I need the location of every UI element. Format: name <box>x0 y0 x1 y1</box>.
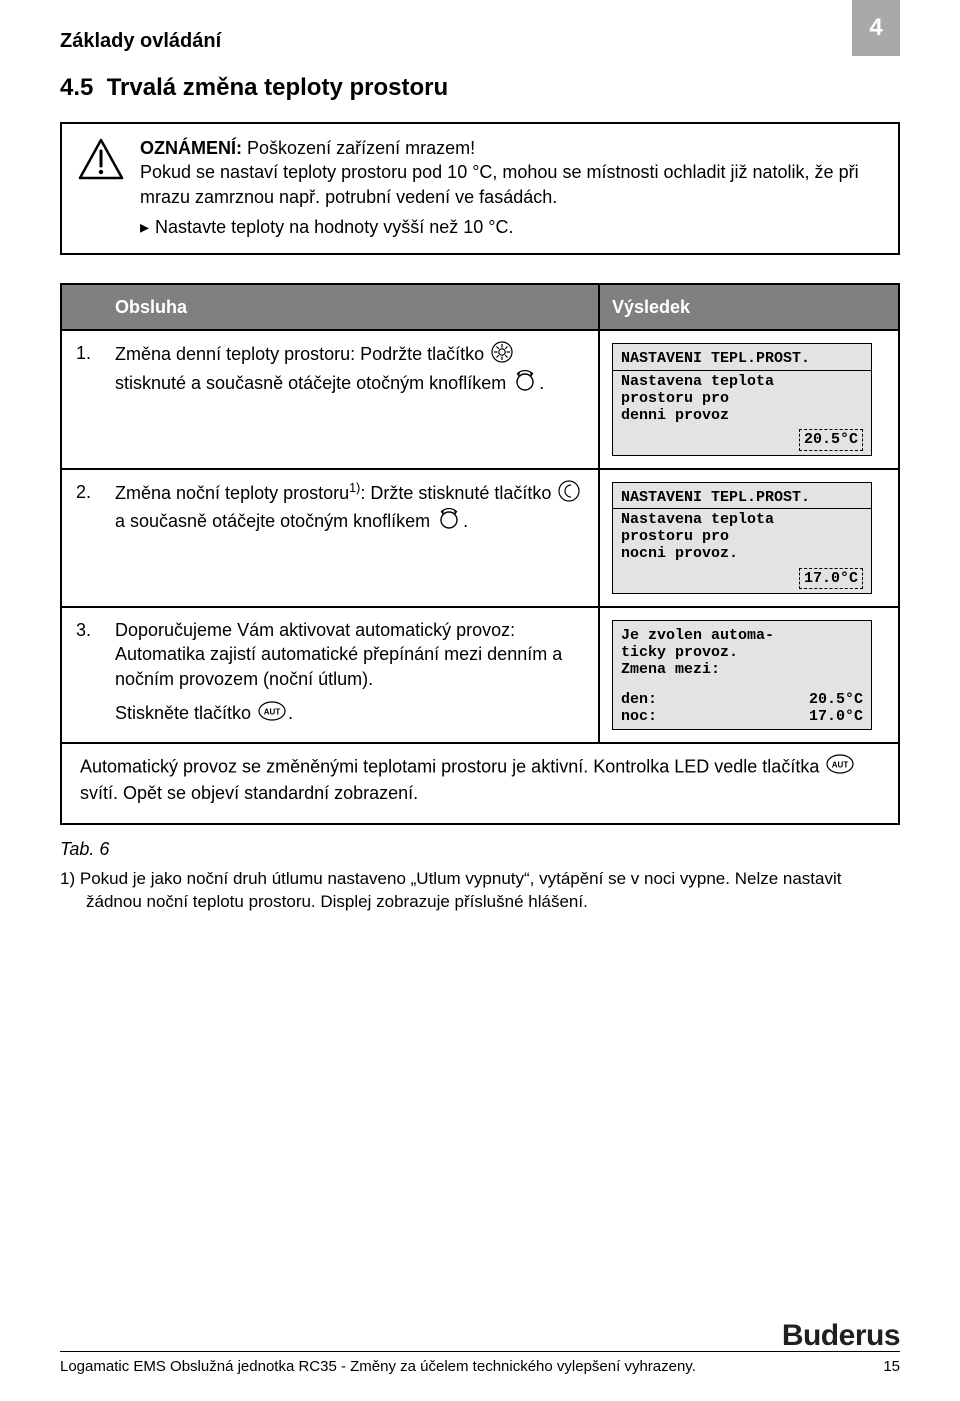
display-line: prostoru pro <box>621 390 863 407</box>
summary-post: svítí. Opět se objeví standardní zobraze… <box>80 783 418 803</box>
section-heading: Trvalá změna teploty prostoru <box>107 74 448 101</box>
table-header-operation: Obsluha <box>103 284 599 330</box>
notice-body: Pokud se nastaví teploty prostoru pod 10… <box>140 162 859 206</box>
notice-heading: Poškození zařízení mrazem! <box>247 138 475 158</box>
display-row-label: den: <box>621 691 657 708</box>
section-title: 4.5 Trvalá změna teploty prostoru <box>60 74 900 102</box>
display-row-value: 17.0°C <box>809 708 863 725</box>
step-result: NASTAVENI TEPL.PROST. Nastavena teplota … <box>599 469 899 607</box>
display-line: prostoru pro <box>621 528 863 545</box>
display-row-value: 20.5°C <box>809 691 863 708</box>
display-line: nocni provoz. <box>621 545 863 562</box>
table-row: 2. Změna noční teploty prostoru1): Držte… <box>61 469 899 607</box>
display-line: Zmena mezi: <box>621 661 863 678</box>
step-text: : Držte stisknuté tlačítko <box>360 483 556 503</box>
table-summary-row: Automatický provoz se změněnými teplotam… <box>61 743 899 823</box>
step-text: . <box>539 373 544 393</box>
step-text: a současně otáčejte otočným knoflíkem <box>115 511 435 531</box>
step-text: . <box>288 703 293 723</box>
footnote-ref: 1) <box>349 481 360 495</box>
brand-logo: Buderus <box>782 1319 900 1353</box>
footnote: 1) Pokud je jako noční druh útlumu nasta… <box>60 868 900 914</box>
chapter-title: Základy ovládání <box>60 30 852 53</box>
display-line: Nastavena teplota <box>621 373 863 390</box>
step-number: 2. <box>61 469 103 607</box>
knob-icon <box>437 508 461 536</box>
display-line: Nastavena teplota <box>621 511 863 528</box>
aut-icon: AUT <box>258 701 286 727</box>
step-number: 3. <box>61 607 103 743</box>
table-caption: Tab. 6 <box>60 839 900 860</box>
display-line: ticky provoz. <box>621 644 863 661</box>
step-operation: Doporučujeme Vám aktivovat automatický p… <box>103 607 599 743</box>
step-text: Stiskněte tlačítko <box>115 703 256 723</box>
footnote-text: Pokud je jako noční druh útlumu nastaven… <box>80 869 842 911</box>
table-header-result: Výsledek <box>599 284 899 330</box>
svg-text:AUT: AUT <box>264 707 281 716</box>
page-footer: Logamatic EMS Obslužná jednotka RC35 - Z… <box>60 1351 900 1375</box>
svg-text:AUT: AUT <box>832 761 849 770</box>
display-line: denni provoz <box>621 407 863 424</box>
display-panel: NASTAVENI TEPL.PROST. Nastavena teplota … <box>612 343 872 455</box>
table-header-empty <box>61 284 103 330</box>
notice-bullet: Nastavte teploty na hodnoty vyšší než 10… <box>140 215 882 239</box>
step-text: Změna denní teploty prostoru: Podržte tl… <box>115 344 489 364</box>
section-number: 4.5 <box>60 74 93 101</box>
page-number: 15 <box>883 1358 900 1375</box>
step-operation: Změna noční teploty prostoru1): Držte st… <box>103 469 599 607</box>
notice-text: OZNÁMENÍ: Poškození zařízení mrazem! Pok… <box>140 136 882 239</box>
notice-box: OZNÁMENÍ: Poškození zařízení mrazem! Pok… <box>60 122 900 255</box>
step-result: NASTAVENI TEPL.PROST. Nastavena teplota … <box>599 330 899 468</box>
table-row: 3. Doporučujeme Vám aktivovat automatick… <box>61 607 899 743</box>
knob-icon <box>513 370 537 398</box>
display-panel: Je zvolen automa- ticky provoz. Zmena me… <box>612 620 872 730</box>
display-line: Je zvolen automa- <box>621 627 863 644</box>
chapter-number-box: 4 <box>852 0 900 56</box>
display-title: NASTAVENI TEPL.PROST. <box>621 489 863 506</box>
aut-icon: AUT <box>826 754 854 781</box>
moon-icon <box>558 480 580 508</box>
display-row-label: noc: <box>621 708 657 725</box>
step-result: Je zvolen automa- ticky provoz. Zmena me… <box>599 607 899 743</box>
notice-label: OZNÁMENÍ: <box>140 138 242 158</box>
step-text: Změna noční teploty prostoru <box>115 483 349 503</box>
step-number: 1. <box>61 330 103 468</box>
table-row: 1. Změna denní teploty prostoru: Podržte… <box>61 330 899 468</box>
display-title: NASTAVENI TEPL.PROST. <box>621 350 863 367</box>
step-text: stisknuté a současně otáčejte otočným kn… <box>115 373 511 393</box>
step-text: . <box>463 511 468 531</box>
sun-icon <box>491 341 513 369</box>
steps-table: Obsluha Výsledek 1. Změna denní teploty … <box>60 283 900 824</box>
footer-text: Logamatic EMS Obslužná jednotka RC35 - Z… <box>60 1358 696 1375</box>
step-operation: Změna denní teploty prostoru: Podržte tl… <box>103 330 599 468</box>
display-value: 20.5°C <box>799 429 863 450</box>
summary-text: Automatický provoz se změněnými teplotam… <box>76 754 884 806</box>
step-text: Doporučujeme Vám aktivovat automatický p… <box>115 618 586 691</box>
footnote-marker: 1) <box>60 869 75 888</box>
display-panel: NASTAVENI TEPL.PROST. Nastavena teplota … <box>612 482 872 594</box>
summary-pre: Automatický provoz se změněnými teplotam… <box>80 757 824 777</box>
display-value: 17.0°C <box>799 568 863 589</box>
warning-icon <box>78 136 124 239</box>
